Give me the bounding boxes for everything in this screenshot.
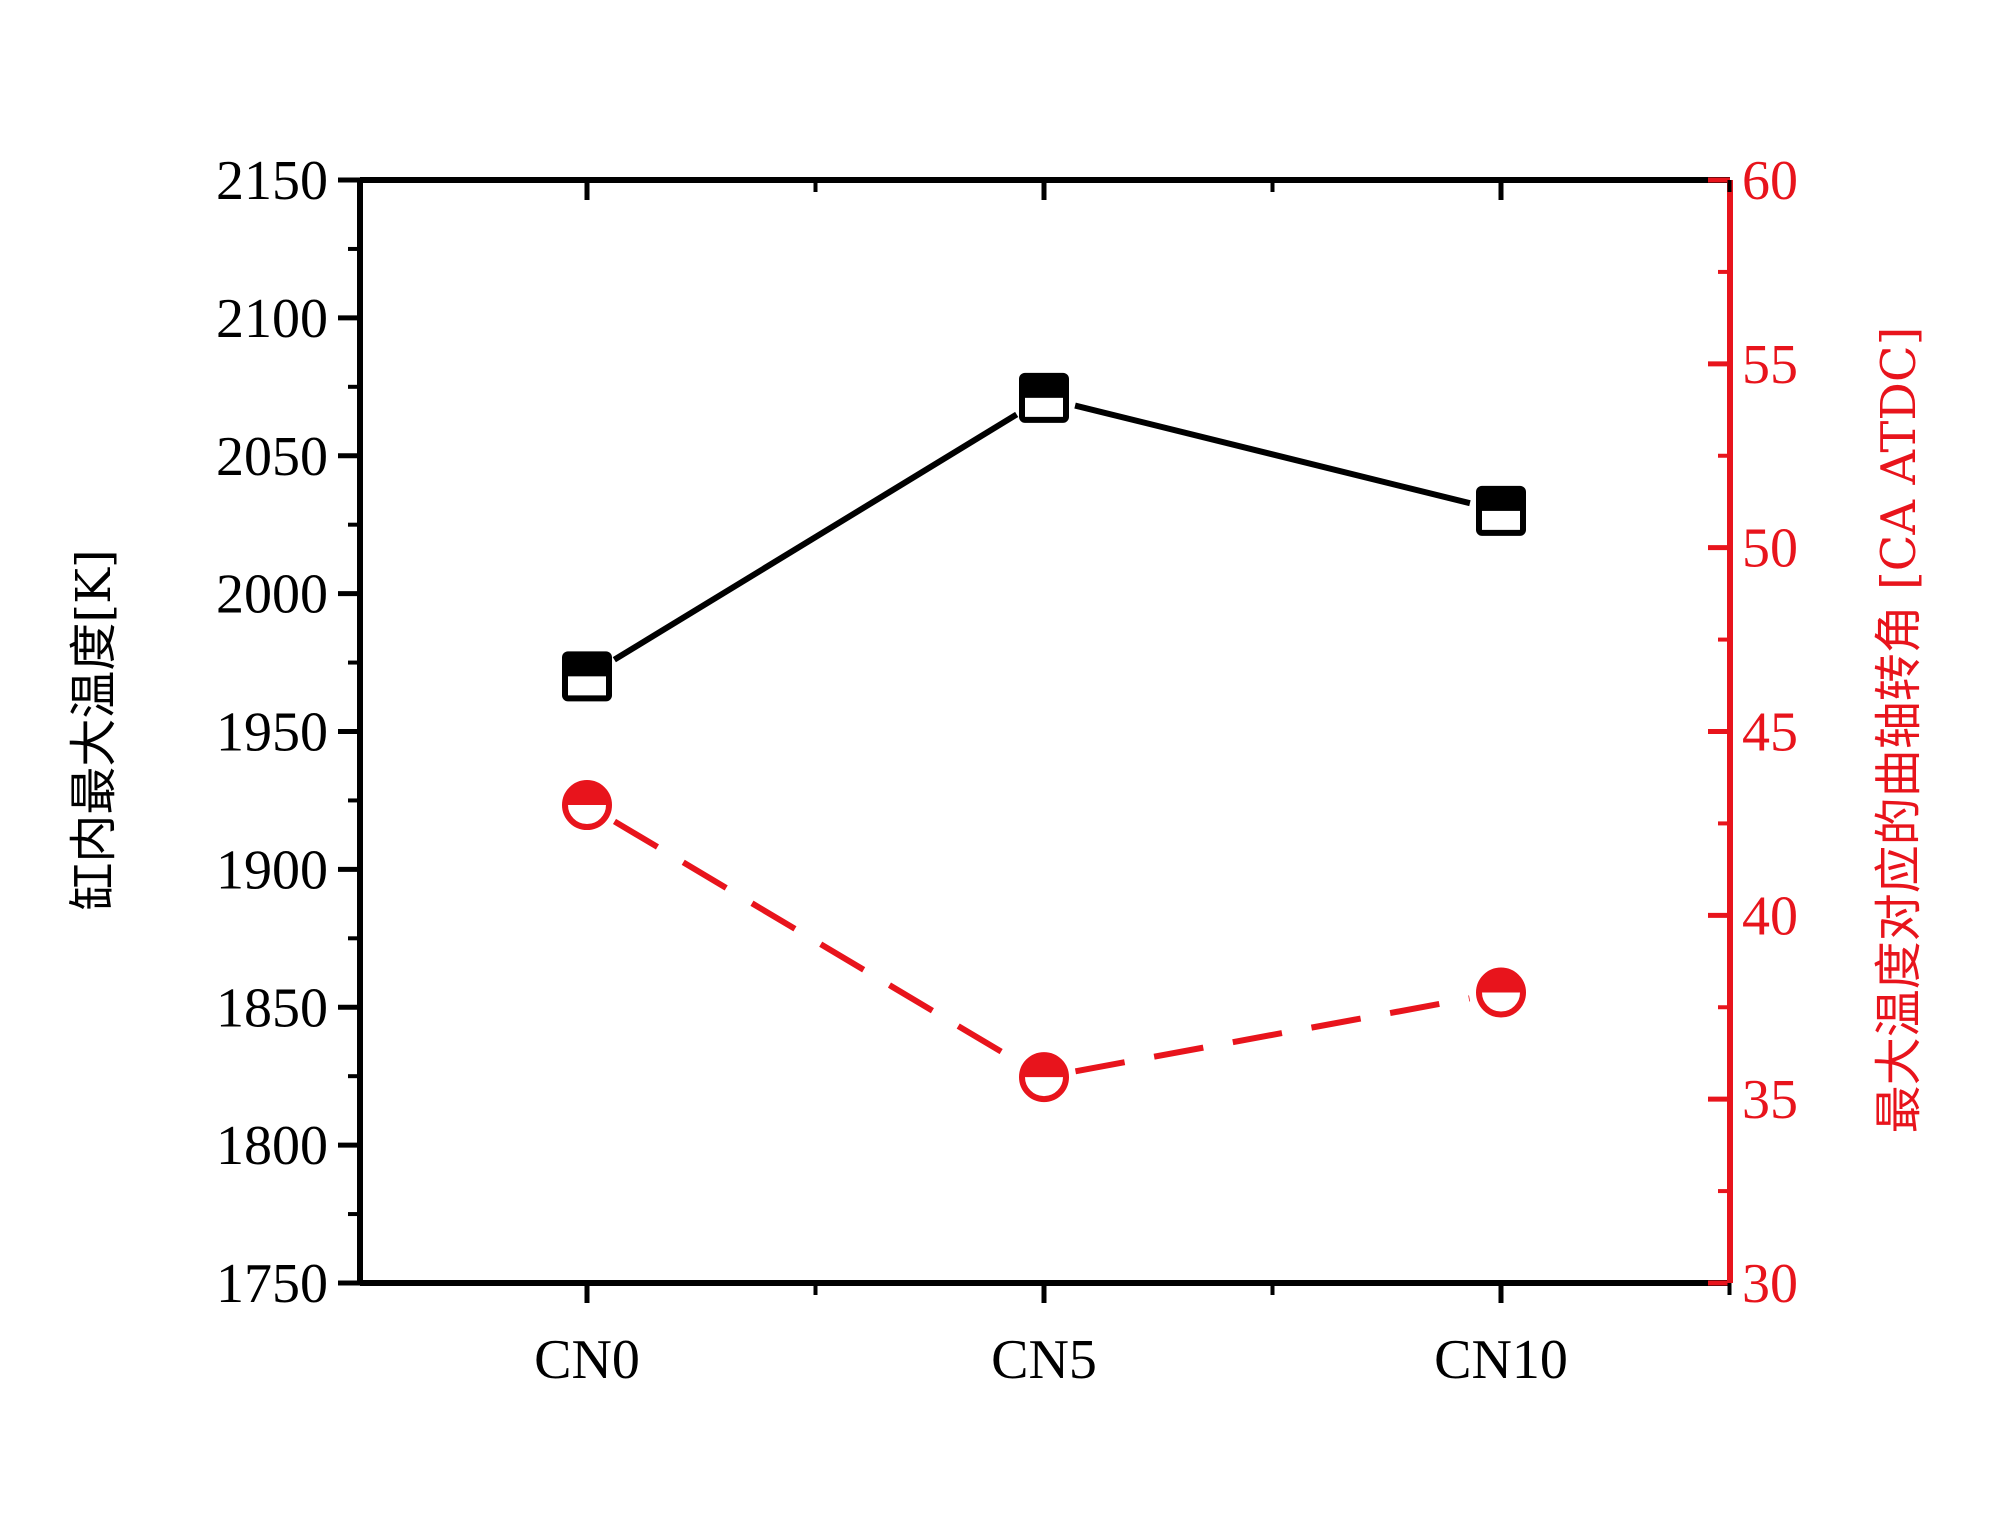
y-right-tick-label: 35: [1742, 1069, 1798, 1131]
y-axis-left-label: 缸内最大温度[K]: [66, 549, 122, 910]
y-left-tick-label: 2100: [216, 288, 328, 350]
x-tick-label: CN10: [1434, 1329, 1568, 1391]
y-left-tick-label: 2050: [216, 426, 328, 488]
series-1-line-segment: [1074, 995, 1471, 1075]
series-0-marker-fill: [565, 654, 609, 677]
y-right-tick-label: 50: [1742, 518, 1798, 580]
y-right-tick-label: 60: [1742, 150, 1798, 212]
y-left-tick-label: 1900: [216, 839, 328, 901]
axes-layer: [338, 177, 1733, 1303]
series-1-marker-fill: [565, 783, 609, 806]
series-0-line-segment: [1074, 402, 1471, 507]
series-layer: [562, 372, 1526, 1103]
series-0-marker-fill: [1479, 488, 1523, 511]
y-left-tick-label: 1950: [216, 702, 328, 764]
y-left-tick-label: 1800: [216, 1115, 328, 1177]
series-0-marker-fill: [1022, 375, 1066, 398]
y-left-tick-label: 2000: [216, 564, 328, 626]
y-right-tick-label: 40: [1742, 885, 1798, 947]
series-1-line-segment: [612, 818, 1019, 1064]
y-right-tick-label: 55: [1742, 334, 1798, 396]
y-right-tick-label: 30: [1742, 1253, 1798, 1315]
x-tick-label: CN0: [534, 1329, 640, 1391]
x-tick-label: CN5: [991, 1329, 1097, 1391]
y-left-tick-label: 1750: [216, 1253, 328, 1315]
y-left-tick-label: 2150: [216, 150, 328, 212]
series-0-line-segment: [612, 411, 1019, 663]
series-1-marker-fill: [1479, 970, 1523, 993]
y-axis-right-label: 最大温度对应的曲轴转角 [CA ATDC]: [1871, 327, 1927, 1134]
y-right-tick-label: 45: [1742, 702, 1798, 764]
text-layer: 缸内最大温度[K] 最大温度对应的曲轴转角 [CA ATDC] 1750 1800…: [66, 150, 1927, 1391]
y-left-tick-label: 1850: [216, 977, 328, 1039]
series-1-marker-fill: [1022, 1055, 1066, 1078]
